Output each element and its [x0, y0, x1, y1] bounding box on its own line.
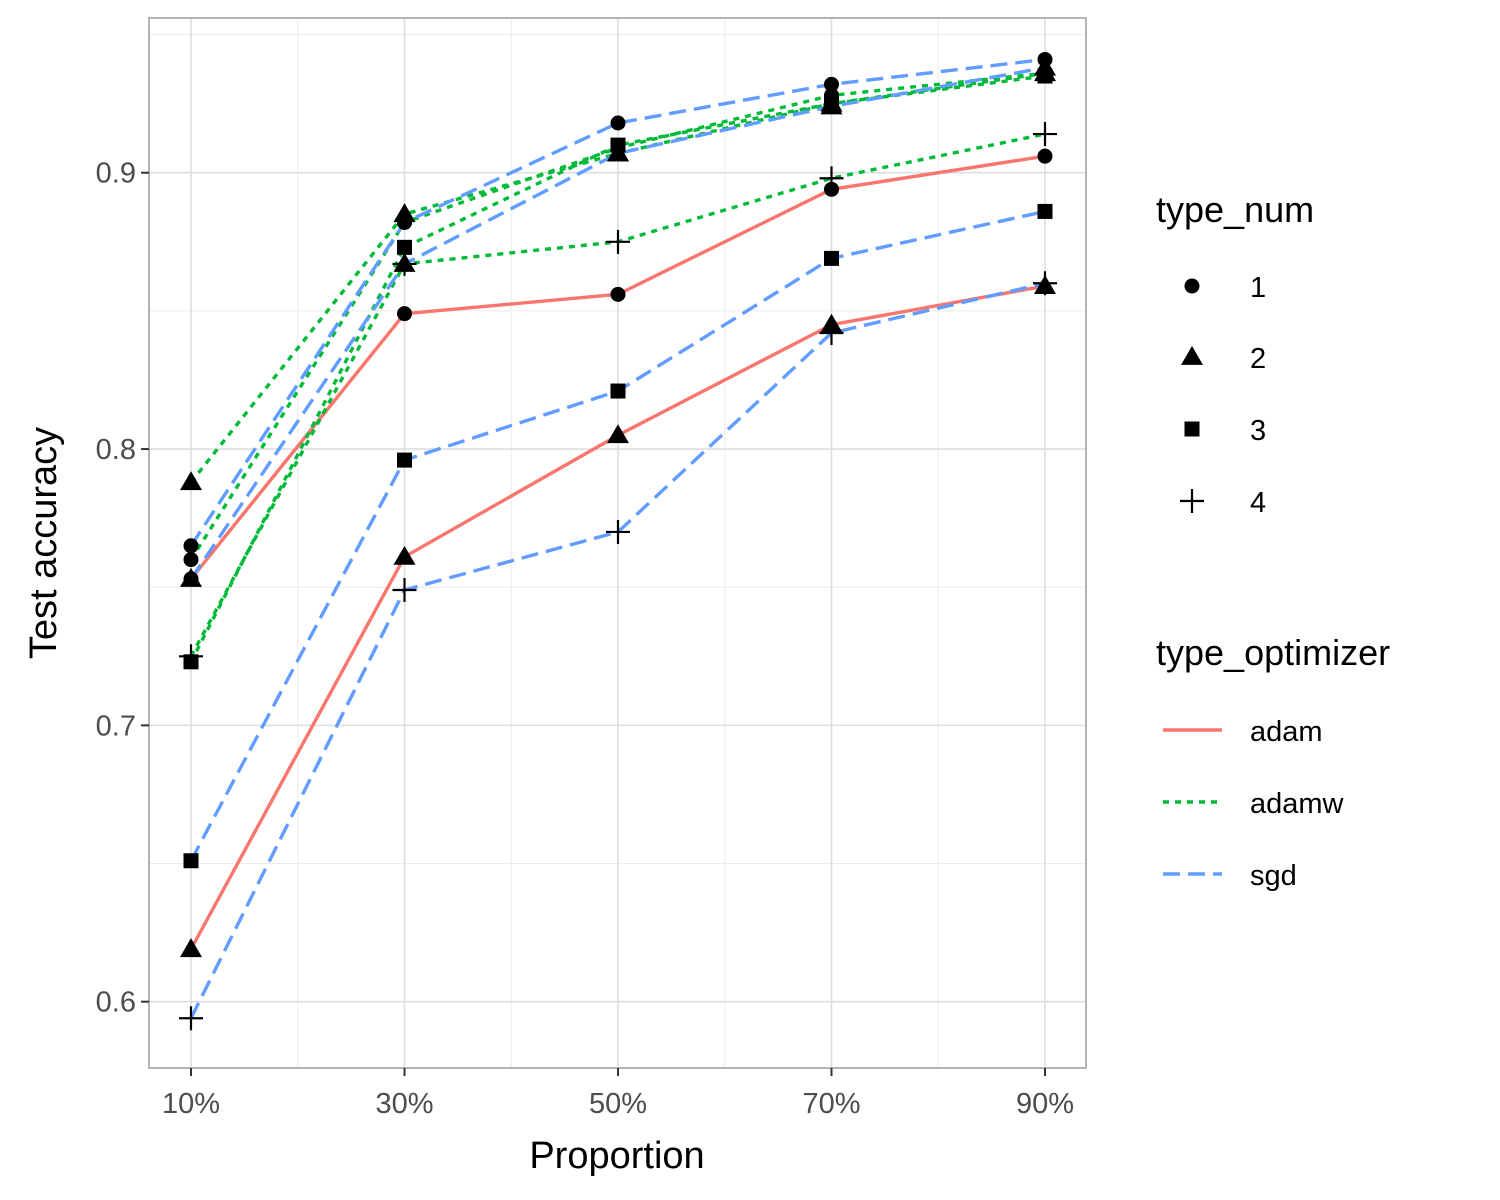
- legend-key-plus: [1180, 489, 1204, 513]
- point-adamw-1: [183, 552, 199, 568]
- point-adamw-4: [179, 644, 203, 669]
- point-adamw-4: [606, 229, 630, 254]
- point-adamw-2: [393, 203, 416, 223]
- point-sgd-2: [820, 95, 843, 115]
- point-sgd-1: [824, 76, 839, 92]
- y-tick-label: 0.8: [96, 434, 136, 466]
- x-axis-title: Proportion: [529, 1135, 704, 1177]
- x-tick-label: 90%: [1016, 1088, 1074, 1120]
- x-tick-label: 50%: [589, 1088, 647, 1120]
- point-adamw-4: [1033, 122, 1057, 147]
- legend-label: sgd: [1250, 860, 1297, 892]
- point-adam-2: [607, 424, 629, 444]
- point-sgd-1: [397, 214, 412, 230]
- point-adamw-4: [819, 166, 844, 191]
- point-sgd-4: [392, 577, 417, 602]
- point-sgd-3: [610, 383, 626, 399]
- point-adam-2: [180, 938, 202, 958]
- point-adamw-2: [180, 471, 202, 491]
- point-adam-1: [397, 306, 412, 322]
- y-tick-label: 0.6: [96, 987, 136, 1019]
- point-sgd-4: [179, 1006, 203, 1031]
- legend-key-circle: [1184, 278, 1200, 294]
- point-sgd-2: [1034, 56, 1056, 76]
- point-sgd-3: [1037, 203, 1053, 219]
- point-adamw-3: [397, 239, 412, 255]
- legend-key-triangle: [1181, 346, 1203, 365]
- point-sgd-2: [180, 567, 202, 587]
- legend-label: adamw: [1250, 788, 1345, 820]
- point-sgd-3: [824, 250, 839, 266]
- point-sgd-1: [610, 115, 626, 131]
- x-tick-label: 30%: [375, 1088, 433, 1120]
- type-optimizer-legend-title: type_optimizer: [1156, 632, 1390, 673]
- type-num-legend: type_num 1 2 3 4: [1156, 189, 1314, 519]
- point-sgd-3: [397, 452, 412, 468]
- series-line-sgd-2: [189, 66, 1046, 580]
- series-points: [179, 51, 1057, 1031]
- y-tick-label: 0.9: [96, 158, 136, 190]
- legend-key-square: [1184, 421, 1200, 437]
- point-sgd-2: [393, 252, 416, 272]
- point-sgd-4: [819, 321, 844, 345]
- series-line-sgd-1: [189, 57, 1046, 547]
- legend-label: 4: [1250, 487, 1266, 519]
- legend-label: adam: [1250, 716, 1323, 748]
- type-optimizer-legend: type_optimizer adam adamw sgd: [1156, 632, 1390, 892]
- point-adam-2: [393, 545, 416, 565]
- series-line-sgd-4: [189, 281, 1046, 1020]
- type-num-legend-title: type_num: [1156, 189, 1314, 230]
- y-tick-label: 0.7: [96, 710, 136, 742]
- legend-label: 2: [1250, 343, 1266, 375]
- x-tick-label: 10%: [162, 1088, 220, 1120]
- point-sgd-3: [183, 853, 199, 869]
- x-tick-label: 70%: [802, 1088, 860, 1120]
- point-sgd-1: [183, 538, 199, 554]
- point-sgd-2: [607, 142, 629, 162]
- y-axis-ticks: 0.6 0.7 0.8 0.9: [96, 158, 149, 1019]
- x-axis-ticks: 10% 30% 50% 70% 90%: [162, 1068, 1074, 1120]
- point-adam-1: [1037, 148, 1053, 164]
- point-sgd-4: [1033, 271, 1057, 296]
- legend-label: 1: [1250, 272, 1266, 304]
- legend-label: 3: [1250, 415, 1266, 447]
- y-axis-title: Test accuracy: [23, 427, 65, 659]
- point-adam-1: [610, 286, 626, 302]
- point-sgd-4: [606, 519, 630, 544]
